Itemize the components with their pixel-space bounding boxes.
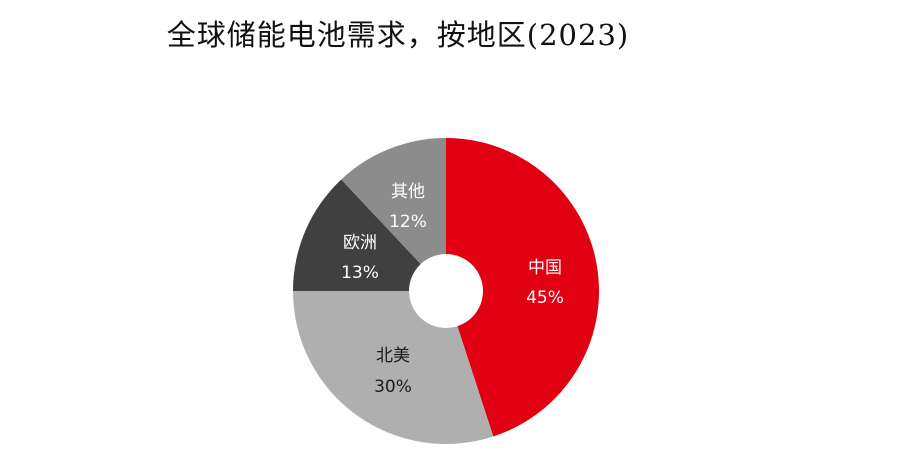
slice-label-china-value: 45% [526, 288, 564, 308]
slice-north-america [293, 291, 494, 445]
slice-label-china-name: 中国 [528, 258, 562, 278]
slice-other [341, 138, 446, 291]
donut-hole [409, 254, 483, 328]
chart-title: 全球储能电池需求，按地区(2023) [166, 18, 630, 52]
slice-label-europe-value: 13% [341, 263, 379, 283]
slice-europe [293, 179, 446, 291]
slice-label-north-america-name: 北美 [376, 346, 410, 366]
slice-label-other-value: 12% [389, 212, 427, 232]
donut-slices [293, 138, 599, 445]
slice-label-north-america-value: 30% [374, 377, 412, 397]
slice-china [446, 138, 599, 437]
slice-label-europe-name: 欧洲 [343, 233, 377, 253]
slice-label-other-name: 其他 [391, 182, 425, 202]
